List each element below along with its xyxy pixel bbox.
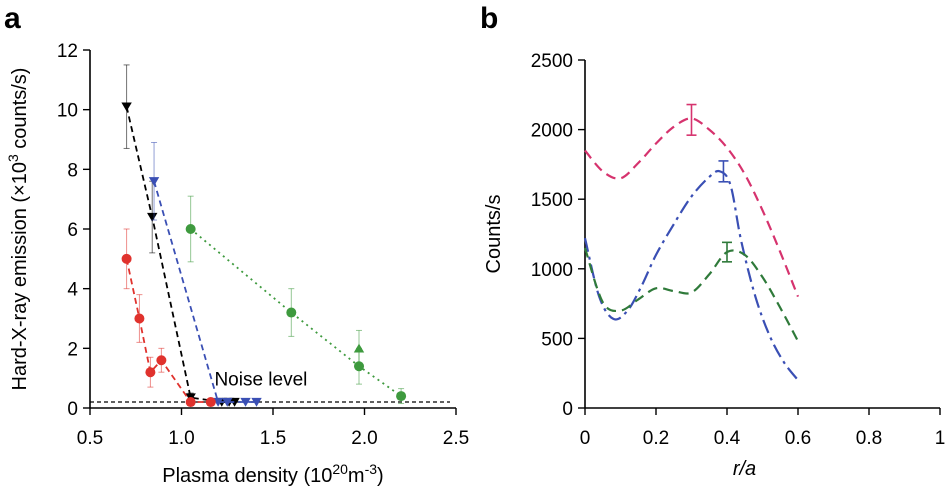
series-green-point xyxy=(396,391,407,402)
series-black-point xyxy=(229,397,240,407)
series-red-point xyxy=(156,355,167,366)
y-axis-title-part: 3 xyxy=(5,154,21,162)
panel-b-y-tick-label: 2000 xyxy=(531,121,573,142)
panel-b-y-tick-label: 2500 xyxy=(531,51,573,72)
series-red-point xyxy=(145,367,156,378)
series-blue-curve xyxy=(583,169,799,381)
series-red-point xyxy=(185,397,196,408)
panel-a-y-axis-title: Hard-X-ray emission (×103 counts/s) xyxy=(5,68,31,391)
panel-a-y-tick-label: 2 xyxy=(67,339,78,360)
panel-b-x-tick-label: 0.2 xyxy=(643,428,669,449)
y-axis-title-part: counts/s) xyxy=(9,68,31,155)
panel-a-y-tick-label: 8 xyxy=(67,160,78,181)
series-red-point xyxy=(134,313,145,324)
panel-a-x-axis-title: Plasma density (1020m-3) xyxy=(162,461,383,487)
panel-b-x-axis-title: r/a xyxy=(733,458,756,480)
panel-b-x-tick-label: 0 xyxy=(580,428,591,449)
series-blue-line xyxy=(153,181,257,403)
x-axis-title-part: m xyxy=(348,465,365,487)
series-blue-point xyxy=(148,177,160,186)
panel-a-x-tick-label: 1.5 xyxy=(260,428,286,449)
panel-a-y-tick-label: 12 xyxy=(57,41,78,62)
series-blue-point xyxy=(222,397,233,407)
panel-a-y-tick-label: 10 xyxy=(57,101,78,122)
x-axis-title-part: -3 xyxy=(365,461,378,477)
series-green-point xyxy=(286,307,297,318)
series-blue-point xyxy=(251,397,262,407)
x-axis-title-part: 20 xyxy=(332,461,348,477)
panel-a-x-tick-label: 0.5 xyxy=(77,428,103,449)
panel-a-y-tick-label: 6 xyxy=(67,220,78,241)
series-black-line xyxy=(125,106,235,403)
panel-b-y-tick-label: 0 xyxy=(562,399,573,420)
y-axis-title-part: Hard-X-ray emission (×10 xyxy=(9,162,31,390)
panel-a-x-tick-label: 2.5 xyxy=(443,428,469,449)
series-green-curve xyxy=(583,247,799,342)
x-axis-title-part: Plasma density (10 xyxy=(162,465,332,487)
noise-level-label: Noise level xyxy=(214,370,307,391)
series-red-point xyxy=(121,253,132,264)
panel-b-x-tick-label: 0.4 xyxy=(714,428,741,449)
x-axis-title-part: ) xyxy=(377,465,384,487)
series-black-point xyxy=(121,102,132,112)
series-blue-point xyxy=(212,397,224,407)
panel-b-x-tick-label: 0.6 xyxy=(785,428,811,449)
panel-b-x-tick-label: 0.8 xyxy=(856,428,882,449)
series-red-point xyxy=(205,397,216,408)
series-green-line xyxy=(190,228,402,397)
series-magenta-curve xyxy=(584,117,800,298)
panel-a-x-tick-label: 2.0 xyxy=(351,428,377,449)
panel-b-y-tick-label: 1000 xyxy=(531,260,573,281)
panel-b-y-axis-title: Counts/s xyxy=(483,195,505,274)
panel-a-x-tick-label: 1.0 xyxy=(168,428,194,449)
series-black-point xyxy=(147,212,158,222)
series-red-line xyxy=(125,258,211,403)
panel-b-y-tick-label: 500 xyxy=(541,329,573,350)
series-green-point xyxy=(185,224,196,234)
series-green-triangle-point xyxy=(353,343,365,353)
panel-a-y-tick-label: 0 xyxy=(67,399,78,420)
panel-b-y-tick-label: 1500 xyxy=(531,190,573,211)
panel-a-y-tick-label: 4 xyxy=(67,280,78,301)
panel-b-x-tick-label: 1 xyxy=(935,428,946,449)
panel-b-letter: b xyxy=(480,2,498,35)
panel-a-letter: a xyxy=(4,2,21,35)
series-blue-point xyxy=(240,397,251,407)
